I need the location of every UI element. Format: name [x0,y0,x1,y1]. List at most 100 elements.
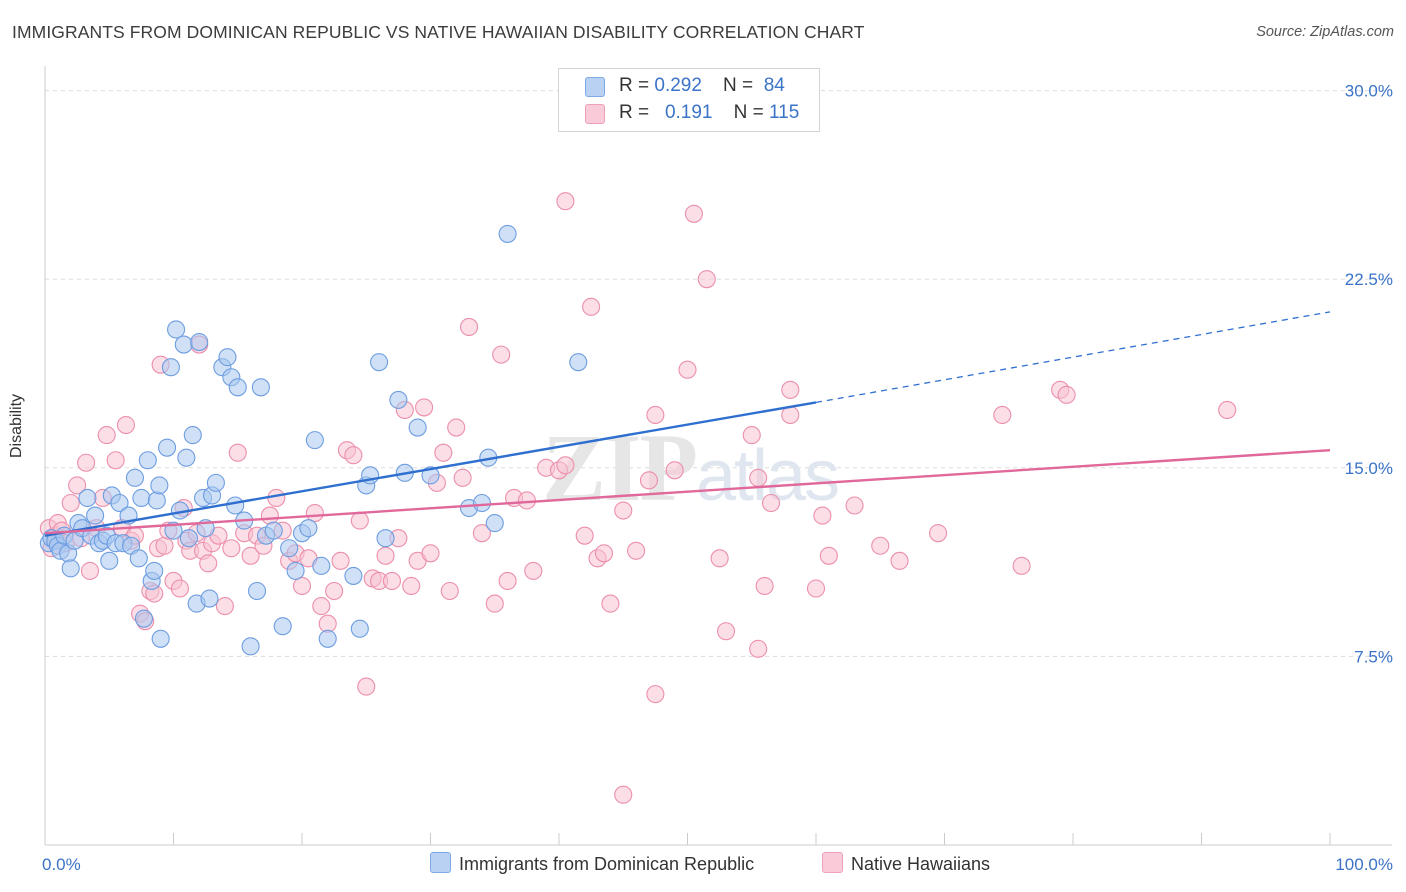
data-point [174,335,193,354]
data-point [318,614,337,633]
data-point [286,561,305,580]
data-point [498,571,517,591]
data-point [556,192,575,211]
data-point [402,576,421,596]
data-point [421,544,440,563]
data-point [226,496,245,515]
data-point [80,561,100,580]
data-point [86,506,105,525]
data-point [749,639,768,658]
data-point [421,466,440,485]
data-point [147,491,166,510]
y-tick-label: 22.5% [1345,270,1393,289]
data-point [594,544,614,563]
data-point [1012,556,1031,575]
data-point [614,785,633,804]
trend-line-blue-extension [815,311,1331,404]
bottom-legend-item-2: Native Hawaiians [822,852,990,875]
bottom-pink-swatch [822,852,843,873]
data-point [78,488,97,508]
watermark: ZIPatlas [542,414,838,521]
data-point [382,571,402,591]
data-point [472,493,491,513]
data-point [890,551,909,570]
data-point [344,566,363,585]
data-point [167,320,186,339]
data-point [556,456,575,475]
data-point [350,619,369,638]
data-point [183,426,202,445]
data-point [1218,400,1237,419]
data-point [170,579,189,598]
data-point [742,426,761,445]
data-point [61,559,80,578]
data-point [569,353,588,372]
data-point [206,473,225,492]
data-point [179,529,198,548]
data-point [61,493,80,513]
legend-n-label-1: N = [723,75,759,96]
data-point [440,581,459,601]
bottom-legend-label-2: Native Hawaiians [851,854,991,874]
trend-line-blue [44,401,817,537]
data-point [472,524,491,543]
data-point [150,476,169,495]
data-point [370,353,389,372]
data-point [601,594,620,613]
chart-title: IMMIGRANTS FROM DOMINICAN REPUBLIC VS NA… [12,22,865,42]
data-point [845,496,864,515]
data-point [161,358,180,377]
data-point [68,476,87,495]
data-point [813,506,832,525]
data-point [299,519,318,538]
y-tick-label: 7.5% [1354,647,1393,666]
data-point [218,348,237,367]
data-point [106,451,125,470]
x-tick-label-max: 100.0% [1335,855,1393,874]
data-point [697,270,716,289]
trend-line-pink [44,448,1331,535]
data-point [132,488,151,508]
trend-lines [44,311,1331,537]
data-point [646,405,665,425]
data-point [228,378,247,397]
correlation-legend: R = 0.292 N = 84 R = 0.191 N = 115 [558,68,820,132]
data-point [110,493,129,513]
data-point [755,576,774,596]
data-point [639,471,659,490]
data-point [415,398,434,417]
pink-swatch [585,104,605,124]
y-tick-label: 15.0% [1345,459,1393,478]
data-point [251,378,270,397]
data-point [749,468,768,487]
bottom-blue-swatch [430,852,451,873]
data-point [228,443,247,462]
data-point [292,576,312,596]
x-tick-label-min: 0.0% [42,855,81,874]
data-point [305,431,324,450]
data-point [665,461,684,480]
data-point [389,390,408,409]
data-point [485,594,504,613]
data-point [241,637,260,656]
data-point [582,297,601,316]
data-point [929,524,948,543]
data-point [459,317,479,337]
data-point [716,622,736,641]
data-point [190,332,209,352]
data-point [305,504,324,523]
data-point [264,521,283,540]
blue-swatch [585,77,605,97]
data-point [145,561,164,580]
data-point [344,446,363,465]
data-point [710,549,729,568]
data-point [318,629,337,648]
data-point [684,204,703,223]
data-point [241,546,260,565]
bottom-legend-label-1: Immigrants from Dominican Republic [459,854,755,874]
data-point [267,488,286,508]
data-point [806,579,826,598]
data-point [97,426,116,445]
data-point [871,536,890,555]
